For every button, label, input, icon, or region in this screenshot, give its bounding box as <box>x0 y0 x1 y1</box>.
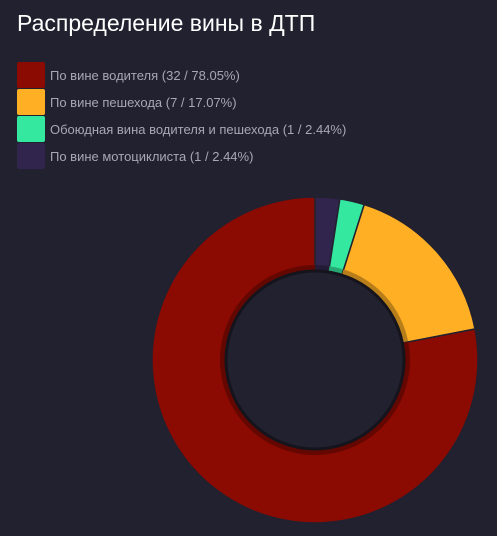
legend-swatch <box>17 89 45 115</box>
legend-item-mutual[interactable]: Обоюдная вина водителя и пешехода (1 / 2… <box>17 116 346 142</box>
legend-item-motorcyclist[interactable]: По вине мотоциклиста (1 / 2.44%) <box>17 143 346 169</box>
legend-label: Обоюдная вина водителя и пешехода (1 / 2… <box>50 121 347 137</box>
chart-title: Распределение вины в ДТП <box>17 10 316 36</box>
legend-swatch <box>17 116 45 142</box>
legend-item-driver[interactable]: По вине водителя (32 / 78.05%) <box>17 62 346 88</box>
legend-label: По вине мотоциклиста (1 / 2.44%) <box>50 148 254 164</box>
legend-label: По вине водителя (32 / 78.05%) <box>50 67 240 83</box>
donut-slice-inner-rim <box>328 266 344 276</box>
legend-label: По вине пешехода (7 / 17.07%) <box>50 94 237 110</box>
legend: По вине водителя (32 / 78.05%) По вине п… <box>17 62 346 170</box>
legend-item-pedestrian[interactable]: По вине пешехода (7 / 17.07%) <box>17 89 346 115</box>
legend-swatch <box>17 143 45 169</box>
donut-hole <box>224 269 406 451</box>
legend-swatch <box>17 62 45 88</box>
